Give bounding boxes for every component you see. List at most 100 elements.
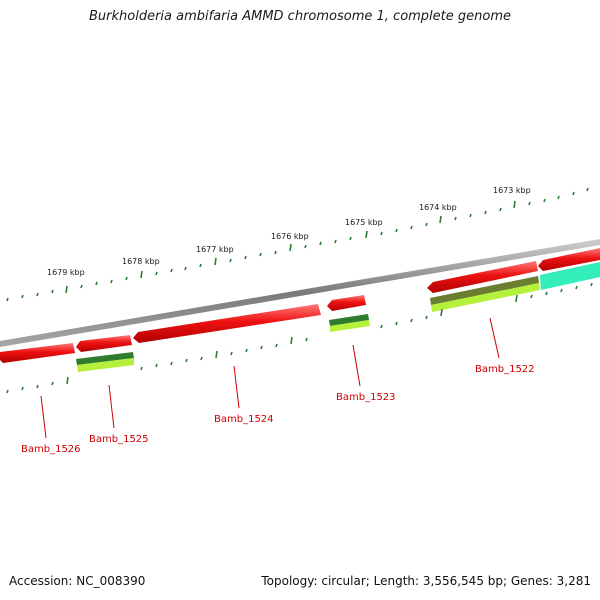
gene-arrow-adjacent[interactable]: [538, 248, 600, 271]
scale-label: 1676 kbp: [271, 232, 309, 241]
page-title: Burkholderia ambifaria AMMD chromosome 1…: [88, 9, 512, 24]
tick-major: [66, 376, 69, 385]
tick-minor: [334, 239, 337, 244]
tick-minor: [410, 318, 413, 323]
scale-label: 1679 kbp: [47, 268, 85, 277]
tick-minor: [572, 191, 575, 196]
leader-bamb-1524: [233, 365, 240, 409]
tick-major: [513, 200, 516, 209]
tick-minor: [590, 282, 593, 287]
tick-minor: [454, 216, 457, 221]
tick-minor: [110, 279, 113, 284]
tick-minor: [125, 276, 128, 281]
tick-minor: [21, 294, 24, 299]
scale-labels: 1679 kbp 1678 kbp 1677 kbp 1676 kbp 1675…: [47, 186, 531, 277]
cds-box-bamb-1522[interactable]: [430, 276, 539, 305]
scale-label: 1675 kbp: [345, 218, 383, 227]
tick-major: [289, 243, 292, 252]
tick-minor: [170, 361, 173, 366]
chromosome-backbone: [0, 239, 600, 347]
tick-minor: [543, 198, 546, 203]
cds-box-bamb-1525[interactable]: [76, 352, 134, 365]
tick-minor: [545, 291, 548, 296]
gene-labels: Bamb_1526 Bamb_1525 Bamb_1524 Bamb_1523 …: [21, 364, 535, 455]
tick-minor: [95, 281, 98, 286]
leader-bamb-1525: [108, 384, 115, 429]
genome-summary-text: Topology: circular; Length: 3,556,545 bp…: [261, 574, 591, 588]
gene-label: Bamb_1525: [89, 434, 149, 445]
cds-box-bamb-1522-lower: [431, 283, 540, 312]
tick-major: [290, 336, 293, 345]
tick-minor: [484, 210, 487, 215]
tick-minor: [304, 244, 307, 249]
outer-tick-track: [6, 187, 589, 302]
tick-minor: [274, 250, 277, 255]
leader-bamb-1523: [352, 344, 361, 387]
cds-box-adjacent[interactable]: [540, 262, 600, 290]
tick-minor: [6, 389, 9, 394]
tick-minor: [245, 348, 248, 353]
inner-tick-track: [6, 282, 593, 394]
tick-minor: [380, 324, 383, 329]
tick-minor: [259, 252, 262, 257]
tick-minor: [199, 263, 202, 268]
tick-minor: [51, 289, 54, 294]
gene-label: Bamb_1526: [21, 444, 81, 455]
tick-minor: [575, 285, 578, 290]
tick-major: [440, 308, 443, 317]
tick-minor: [425, 315, 428, 320]
gene-arrow-bamb-1523[interactable]: [327, 295, 366, 311]
tick-minor: [80, 284, 83, 289]
tick-minor: [21, 386, 24, 391]
tick-minor: [36, 292, 39, 297]
tick-minor: [560, 288, 563, 293]
tick-minor: [170, 268, 173, 273]
tick-minor: [319, 241, 322, 246]
tick-major: [365, 230, 368, 239]
cds-box-bamb-1523-lower: [330, 320, 370, 332]
tick-major: [215, 350, 218, 359]
label-leaders: [40, 317, 500, 439]
leader-bamb-1522: [489, 317, 500, 359]
gene-label: Bamb_1524: [214, 414, 274, 425]
gene-arrow-bamb-1526[interactable]: [0, 343, 75, 363]
tick-minor: [200, 356, 203, 361]
gene-label: Bamb_1522: [475, 364, 535, 375]
tick-minor: [230, 351, 233, 356]
cds-track: [76, 262, 600, 372]
scale-label: 1677 kbp: [196, 245, 234, 254]
cds-box-bamb-1523[interactable]: [329, 314, 369, 326]
scale-label: 1673 kbp: [493, 186, 531, 195]
tick-major: [140, 270, 143, 279]
tick-minor: [36, 384, 39, 389]
tick-minor: [530, 294, 533, 299]
tick-minor: [185, 358, 188, 363]
tick-minor: [305, 337, 308, 342]
cds-box-bamb-1525-lower: [77, 358, 134, 372]
tick-minor: [155, 271, 158, 276]
tick-major: [515, 294, 518, 303]
tick-minor: [469, 213, 472, 218]
leader-bamb-1526: [40, 395, 47, 439]
tick-minor: [260, 345, 263, 350]
tick-minor: [528, 201, 531, 206]
tick-minor: [410, 225, 413, 230]
tick-minor: [229, 258, 232, 263]
scale-label: 1674 kbp: [419, 203, 457, 212]
tick-minor: [51, 381, 54, 386]
tick-minor: [155, 363, 158, 368]
tick-minor: [557, 195, 560, 200]
gene-arrow-bamb-1525[interactable]: [76, 335, 132, 352]
tick-minor: [380, 231, 383, 236]
gene-arrow-bamb-1524[interactable]: [133, 304, 321, 343]
gene-track: [0, 248, 600, 363]
tick-minor: [349, 236, 352, 241]
tick-minor: [275, 343, 278, 348]
tick-minor: [6, 297, 9, 302]
tick-minor: [244, 255, 247, 260]
tick-major: [65, 285, 68, 294]
tick-minor: [425, 222, 428, 227]
tick-major: [214, 257, 217, 266]
gene-arrow-bamb-1522[interactable]: [427, 261, 538, 293]
